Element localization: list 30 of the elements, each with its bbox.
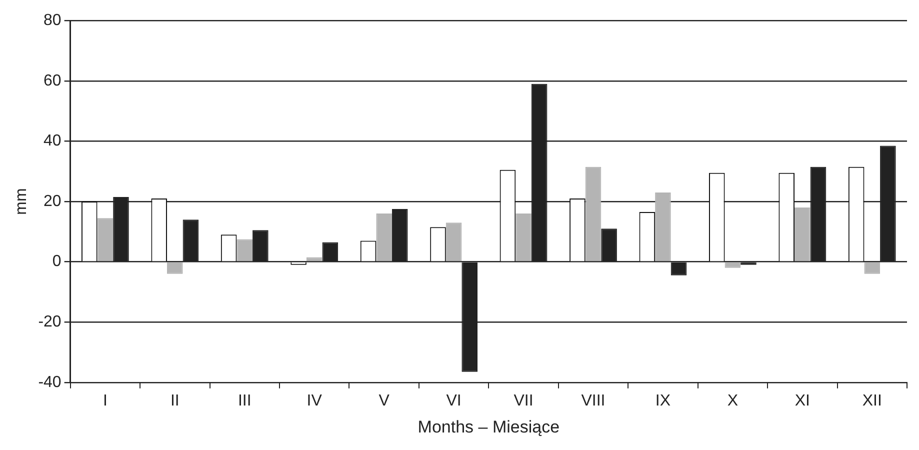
x-tick-label: XII	[862, 392, 882, 410]
x-tick-label: VIII	[581, 392, 606, 410]
x-tick-label: VI	[446, 392, 462, 410]
x-tick-label: XI	[794, 392, 810, 410]
bar	[724, 262, 741, 268]
y-tick-label: 40	[44, 132, 62, 150]
bar	[376, 214, 392, 262]
y-tick-label: 0	[52, 253, 62, 270]
x-tick-label: II	[170, 392, 180, 410]
bar	[655, 192, 671, 262]
y-tick-label: 60	[44, 72, 62, 90]
x-axis-title: Months – Miesiące	[418, 417, 560, 436]
y-tick-label: -20	[38, 314, 62, 331]
x-tick-label: IV	[306, 392, 322, 410]
y-tick-label: 20	[44, 192, 62, 210]
bar	[516, 214, 532, 262]
x-tick-label: VII	[514, 392, 534, 410]
x-tick-label: IX	[655, 392, 671, 410]
x-tick-label: V	[378, 392, 390, 410]
bar	[794, 208, 810, 262]
y-axis-title: mm	[13, 188, 30, 215]
bar	[585, 166, 602, 262]
y-tick-label: -40	[38, 374, 62, 391]
bar	[446, 222, 462, 262]
bar	[236, 239, 253, 262]
x-tick-label: I	[102, 392, 108, 410]
x-tick-label: III	[238, 392, 252, 410]
y-tick-label: 80	[44, 12, 62, 30]
bar	[97, 218, 114, 262]
x-tick-label: X	[727, 392, 738, 410]
